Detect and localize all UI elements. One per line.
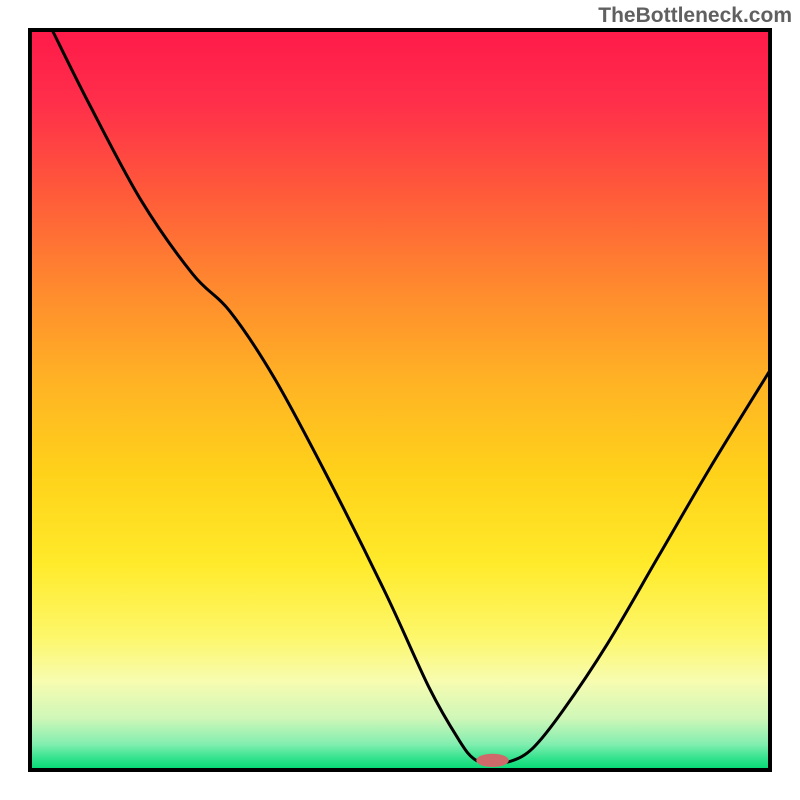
- optimal-point-marker: [476, 754, 509, 767]
- chart-stage: TheBottleneck.com: [0, 0, 800, 800]
- bottleneck-chart: [0, 0, 800, 800]
- gradient-background: [30, 30, 770, 770]
- watermark-text: TheBottleneck.com: [598, 4, 792, 28]
